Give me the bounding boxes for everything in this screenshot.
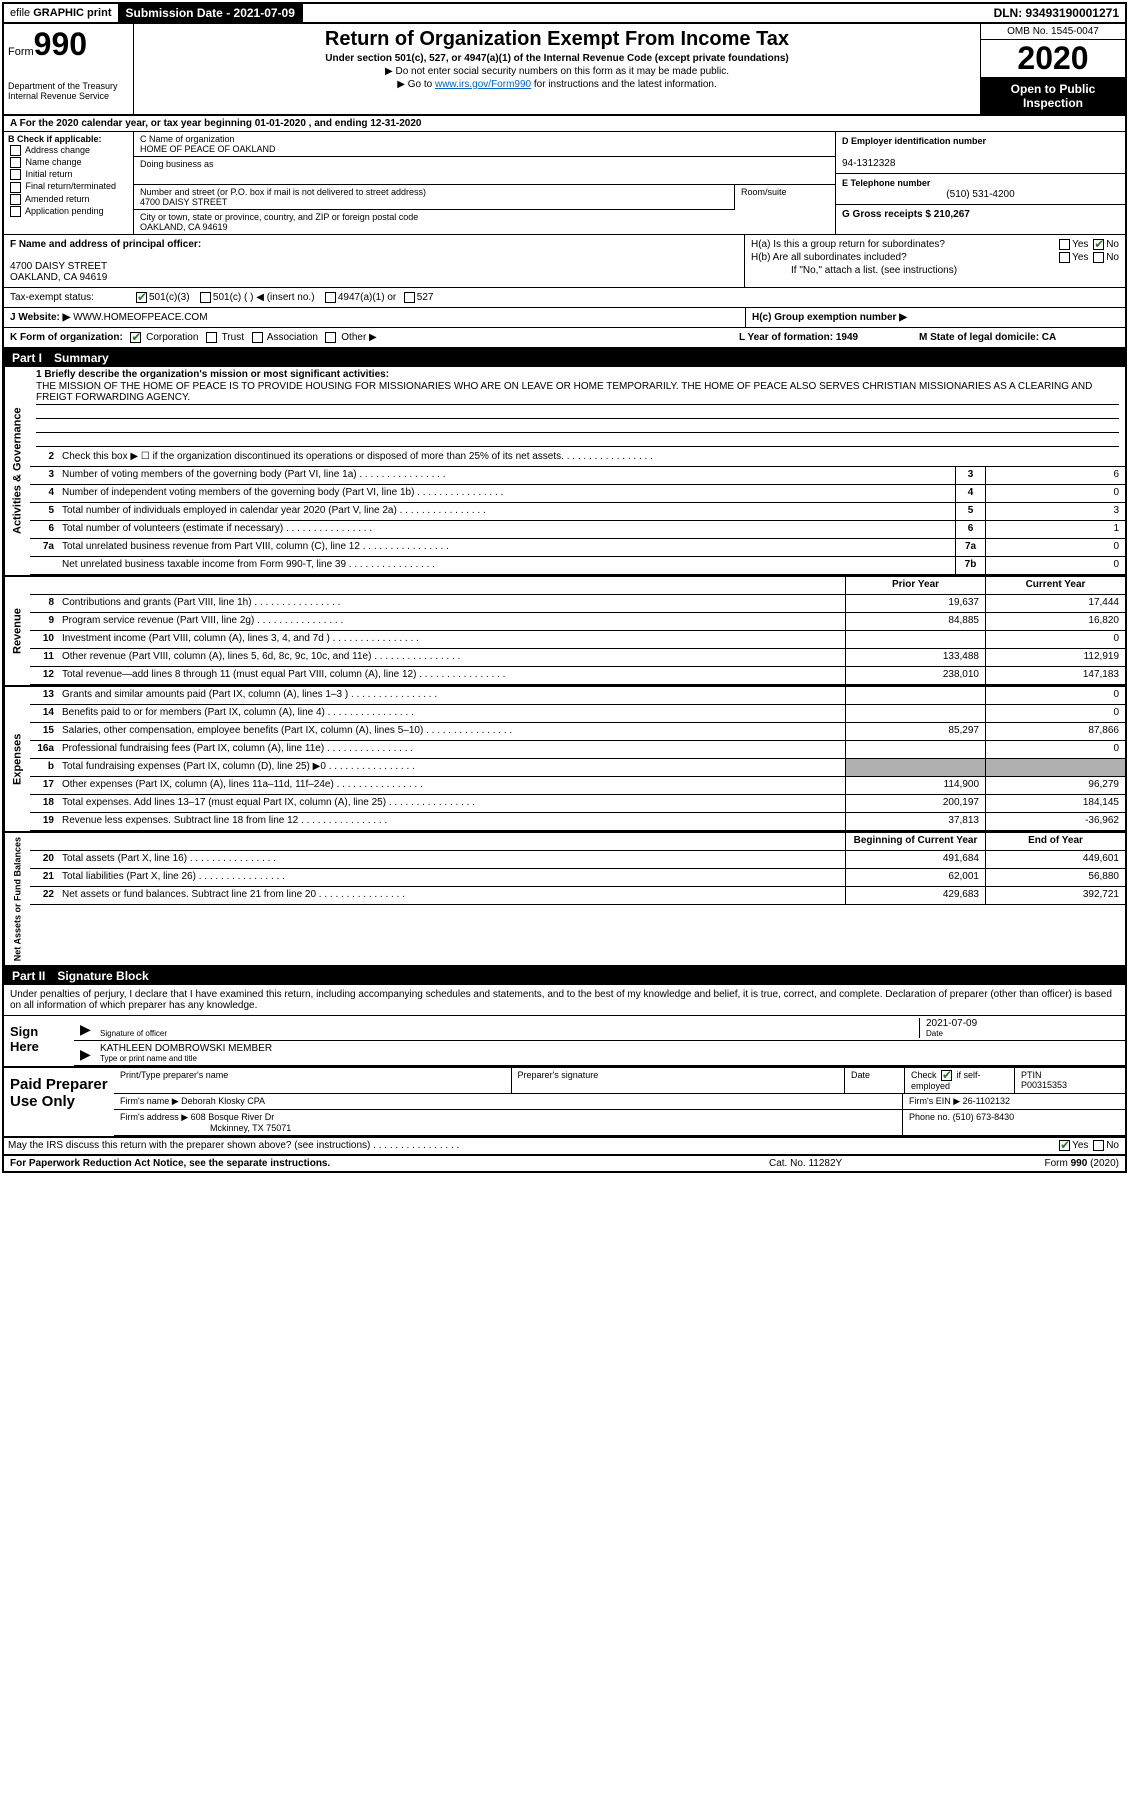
table-row: 16aProfessional fundraising fees (Part I…	[30, 741, 1125, 759]
firm-addr-cell: Firm's address ▶ 608 Bosque River DrMcki…	[114, 1110, 903, 1135]
table-row: 22Net assets or fund balances. Subtract …	[30, 887, 1125, 905]
form-number: Form990	[8, 26, 129, 63]
footer: For Paperwork Reduction Act Notice, see …	[4, 1156, 1125, 1171]
paid-preparer-label: Paid Preparer Use Only	[4, 1068, 114, 1136]
dba-cell: Doing business as	[134, 157, 835, 185]
phone-cell: E Telephone number (510) 531-4200	[836, 174, 1125, 205]
irs-link[interactable]: www.irs.gov/Form990	[435, 79, 531, 90]
org-name-cell: C Name of organization HOME OF PEACE OF …	[134, 132, 835, 157]
open-public-badge: Open to Public Inspection	[981, 78, 1125, 114]
form-header: Form990 Department of the Treasury Inter…	[4, 24, 1125, 116]
sig-intro: Under penalties of perjury, I declare th…	[4, 985, 1125, 1016]
table-row: 12Total revenue—add lines 8 through 11 (…	[30, 667, 1125, 685]
table-row: 20Total assets (Part X, line 16)491,6844…	[30, 851, 1125, 869]
prep-sig-label: Preparer's signature	[512, 1068, 845, 1093]
discuss-row: May the IRS discuss this return with the…	[4, 1138, 1125, 1156]
arrow-icon: ▶	[80, 1046, 100, 1063]
dept-treasury: Department of the Treasury	[8, 81, 129, 91]
room-cell: Room/suite	[735, 185, 835, 210]
note-link: ▶ Go to www.irs.gov/Form990 for instruct…	[138, 79, 976, 90]
vtab-expenses: Expenses	[4, 687, 30, 831]
table-row: 15Salaries, other compensation, employee…	[30, 723, 1125, 741]
website-cell: J Website: ▶ WWW.HOMEOFPEACE.COM	[4, 308, 745, 327]
klm-row: K Form of organization: Corporation Trus…	[4, 328, 1125, 349]
firm-ein-cell: Firm's EIN ▶ 26-1102132	[903, 1094, 1125, 1109]
group-return: H(a) Is this a group return for subordin…	[745, 235, 1125, 287]
table-row: 3Number of voting members of the governi…	[30, 467, 1125, 485]
table-row: 9Program service revenue (Part VIII, lin…	[30, 613, 1125, 631]
gross-receipts: G Gross receipts $ 210,267	[836, 205, 1125, 224]
form-title: Return of Organization Exempt From Incom…	[138, 28, 976, 51]
table-row: 2Check this box ▶ ☐ if the organization …	[30, 449, 1125, 467]
arrow-icon: ▶	[80, 1021, 100, 1038]
self-employed-cell: Check if self-employed	[905, 1068, 1015, 1093]
sig-date: 2021-07-09	[926, 1018, 1119, 1029]
table-row: 11Other revenue (Part VIII, column (A), …	[30, 649, 1125, 667]
firm-phone-cell: Phone no. (510) 673-8430	[903, 1110, 1125, 1135]
table-row: 14Benefits paid to or for members (Part …	[30, 705, 1125, 723]
prep-name-label: Print/Type preparer's name	[114, 1068, 512, 1093]
vtab-netassets: Net Assets or Fund Balances	[4, 833, 30, 965]
part1-header: Part ISummary	[4, 349, 1125, 367]
table-row: bTotal fundraising expenses (Part IX, co…	[30, 759, 1125, 777]
sig-officer-label: Signature of officer	[100, 1029, 919, 1038]
street-cell: Number and street (or P.O. box if mail i…	[134, 185, 735, 210]
table-row: 6Total number of volunteers (estimate if…	[30, 521, 1125, 539]
table-row: 8Contributions and grants (Part VIII, li…	[30, 595, 1125, 613]
omb-number: OMB No. 1545-0047	[981, 24, 1125, 40]
tax-year: 2020	[981, 40, 1125, 78]
table-row: 18Total expenses. Add lines 13–17 (must …	[30, 795, 1125, 813]
table-row: Net unrelated business taxable income fr…	[30, 557, 1125, 575]
section-a: A For the 2020 calendar year, or tax yea…	[4, 116, 1125, 132]
irs-label: Internal Revenue Service	[8, 91, 129, 101]
tax-exempt-row: Tax-exempt status: 501(c)(3) 501(c) ( ) …	[4, 288, 1125, 308]
principal-officer: F Name and address of principal officer:…	[4, 235, 745, 287]
ein-cell: D Employer identification number 94-1312…	[836, 132, 1125, 174]
submission-date: Submission Date - 2021-07-09	[118, 4, 303, 22]
prep-date-label: Date	[845, 1068, 905, 1093]
sign-here-label: Sign Here	[4, 1016, 74, 1066]
table-row: 13Grants and similar amounts paid (Part …	[30, 687, 1125, 705]
table-row: 10Investment income (Part VIII, column (…	[30, 631, 1125, 649]
topbar: efile GRAPHIC print Submission Date - 20…	[4, 4, 1125, 24]
part2-header: Part IISignature Block	[4, 967, 1125, 985]
rev-header: Prior Year Current Year	[30, 577, 1125, 595]
table-row: 4Number of independent voting members of…	[30, 485, 1125, 503]
hc-cell: H(c) Group exemption number ▶	[745, 308, 1125, 327]
form-subtitle: Under section 501(c), 527, or 4947(a)(1)…	[138, 53, 976, 64]
efile-label: efile GRAPHIC print	[4, 5, 118, 21]
table-row: 17Other expenses (Part IX, column (A), l…	[30, 777, 1125, 795]
note-ssn: ▶ Do not enter social security numbers o…	[138, 66, 976, 77]
net-header: Beginning of Current Year End of Year	[30, 833, 1125, 851]
ptin-cell: PTINP00315353	[1015, 1068, 1125, 1093]
table-row: 5Total number of individuals employed in…	[30, 503, 1125, 521]
table-row: 7aTotal unrelated business revenue from …	[30, 539, 1125, 557]
vtab-governance: Activities & Governance	[4, 367, 30, 575]
mission-block: 1 Briefly describe the organization's mi…	[30, 367, 1125, 449]
vtab-revenue: Revenue	[4, 577, 30, 685]
col-b-checkboxes: B Check if applicable: Address change Na…	[4, 132, 134, 234]
officer-name: KATHLEEN DOMBROWSKI MEMBER	[100, 1043, 1119, 1054]
city-cell: City or town, state or province, country…	[134, 210, 835, 234]
table-row: 19Revenue less expenses. Subtract line 1…	[30, 813, 1125, 831]
table-row: 21Total liabilities (Part X, line 26)62,…	[30, 869, 1125, 887]
firm-name-cell: Firm's name ▶ Deborah Klosky CPA	[114, 1094, 903, 1109]
dln: DLN: 93493190001271	[988, 4, 1125, 22]
org-name: HOME OF PEACE OF OAKLAND	[140, 144, 276, 154]
